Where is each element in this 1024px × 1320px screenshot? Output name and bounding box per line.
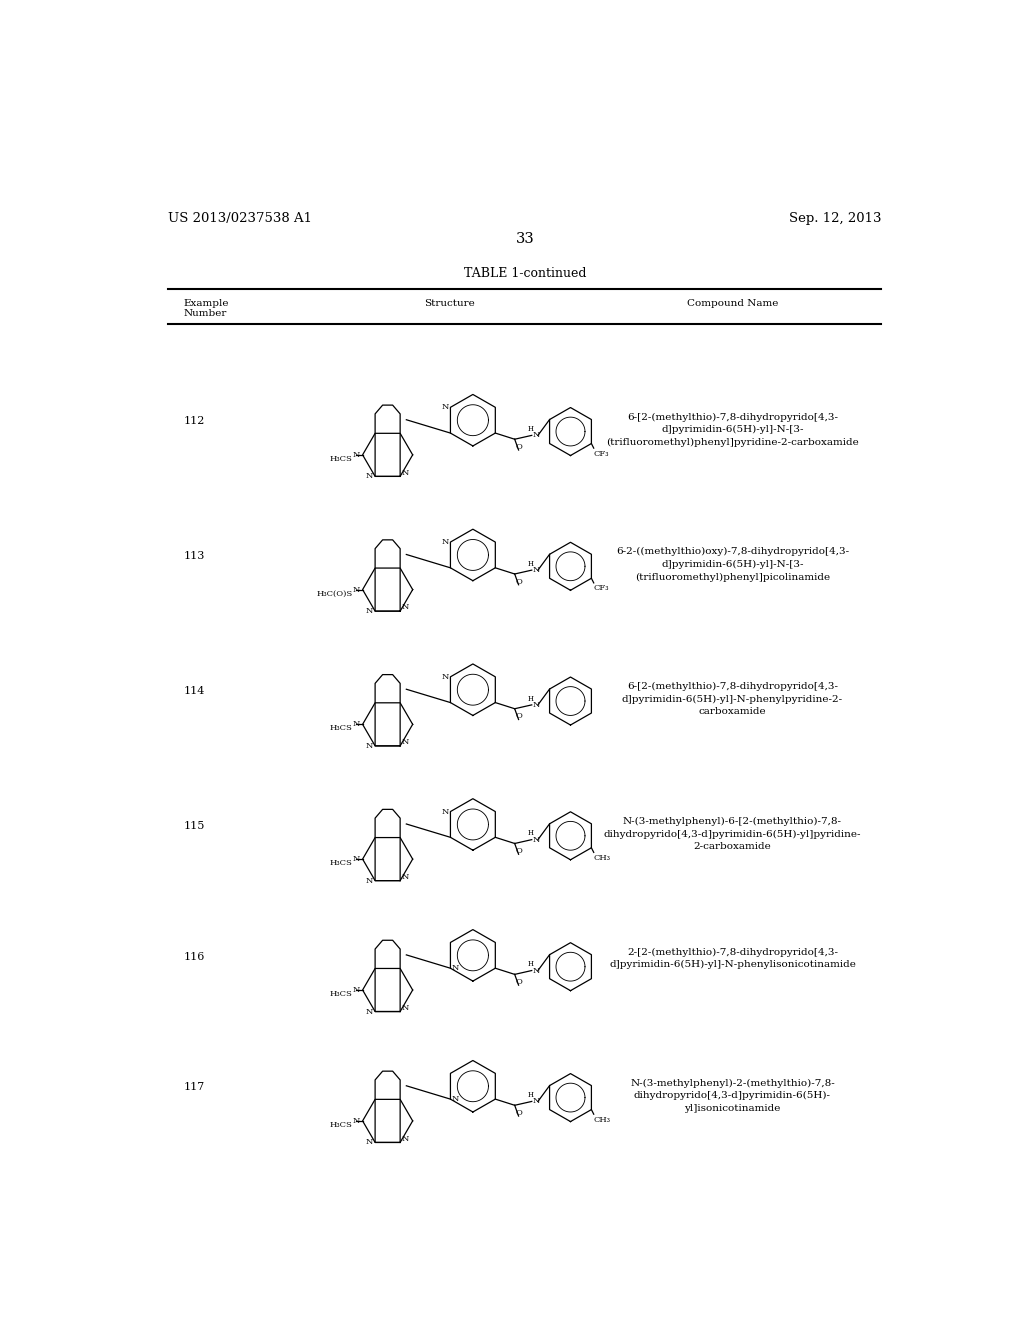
Text: N: N [441,404,449,412]
Text: N: N [353,721,360,729]
Text: N: N [401,1135,409,1143]
Text: N: N [353,586,360,594]
Text: N: N [353,986,360,994]
Text: H: H [528,960,534,969]
Text: CH₃: CH₃ [594,854,610,862]
Text: H: H [528,829,534,837]
Text: Number: Number [183,309,227,318]
Text: US 2013/0237538 A1: US 2013/0237538 A1 [168,213,312,224]
Text: N: N [532,1097,540,1105]
Text: 6-2-((methylthio)oxy)-7,8-dihydropyrido[4,3-
d]pyrimidin-6(5H)-yl]-N-[3-
(triflu: 6-2-((methylthio)oxy)-7,8-dihydropyrido[… [616,548,849,582]
Text: O: O [515,713,522,721]
Text: 112: 112 [183,416,205,426]
Text: N: N [401,1003,409,1011]
Text: N: N [532,836,540,843]
Text: O: O [515,442,522,451]
Text: N: N [452,964,460,973]
Text: H: H [528,425,534,433]
Text: N: N [366,607,373,615]
Text: N: N [366,1138,373,1147]
Text: H: H [528,694,534,702]
Text: 33: 33 [515,232,535,247]
Text: H₃CS: H₃CS [330,859,352,867]
Text: N: N [401,469,409,477]
Text: H: H [528,560,534,568]
Text: H₃C(O)S: H₃C(O)S [316,590,352,598]
Text: N: N [401,603,409,611]
Text: O: O [515,978,522,986]
Text: N: N [366,473,373,480]
Text: N: N [366,876,373,884]
Text: Compound Name: Compound Name [687,300,778,309]
Text: H₃CS: H₃CS [330,454,352,463]
Text: O: O [515,578,522,586]
Text: N: N [366,1007,373,1015]
Text: N: N [532,966,540,974]
Text: H₃CS: H₃CS [330,990,352,998]
Text: N: N [441,808,449,816]
Text: H₃CS: H₃CS [330,725,352,733]
Text: 6-[2-(methylthio)-7,8-dihydropyrido[4,3-
d]pyrimidin-6(5H)-yl]-N-phenylpyridine-: 6-[2-(methylthio)-7,8-dihydropyrido[4,3-… [622,682,843,717]
Text: TABLE 1-continued: TABLE 1-continued [464,268,586,280]
Text: N: N [532,432,540,440]
Text: 117: 117 [183,1082,205,1093]
Text: 114: 114 [183,686,205,696]
Text: Example: Example [183,300,229,309]
Text: CF₃: CF₃ [594,585,609,593]
Text: 113: 113 [183,552,205,561]
Text: N: N [353,451,360,459]
Text: N: N [532,566,540,574]
Text: CH₃: CH₃ [594,1115,610,1123]
Text: 115: 115 [183,821,205,830]
Text: N: N [532,701,540,709]
Text: N: N [401,738,409,746]
Text: N: N [366,742,373,750]
Text: N: N [452,1096,460,1104]
Text: H₃CS: H₃CS [330,1121,352,1129]
Text: Sep. 12, 2013: Sep. 12, 2013 [788,213,882,224]
Text: O: O [515,847,522,855]
Text: 6-[2-(methylthio)-7,8-dihydropyrido[4,3-
d]pyrimidin-6(5H)-yl]-N-[3-
(trifluorom: 6-[2-(methylthio)-7,8-dihydropyrido[4,3-… [606,412,859,447]
Text: N: N [441,539,449,546]
Text: Structure: Structure [424,300,475,309]
Text: N-(3-methylphenyl)-2-(methylthio)-7,8-
dihydropyrido[4,3-d]pyrimidin-6(5H)-
yl]i: N-(3-methylphenyl)-2-(methylthio)-7,8- d… [630,1078,835,1113]
Text: N: N [441,673,449,681]
Text: O: O [515,1109,522,1117]
Text: CF₃: CF₃ [594,450,609,458]
Text: N: N [353,855,360,863]
Text: N-(3-methylphenyl)-6-[2-(methylthio)-7,8-
dihydropyrido[4,3-d]pyrimidin-6(5H)-yl: N-(3-methylphenyl)-6-[2-(methylthio)-7,8… [604,817,861,851]
Text: 116: 116 [183,952,205,961]
Text: 2-[2-(methylthio)-7,8-dihydropyrido[4,3-
d]pyrimidin-6(5H)-yl]-N-phenylisonicoti: 2-[2-(methylthio)-7,8-dihydropyrido[4,3-… [609,948,856,969]
Text: N: N [401,873,409,880]
Text: N: N [353,1117,360,1125]
Text: H: H [528,1092,534,1100]
